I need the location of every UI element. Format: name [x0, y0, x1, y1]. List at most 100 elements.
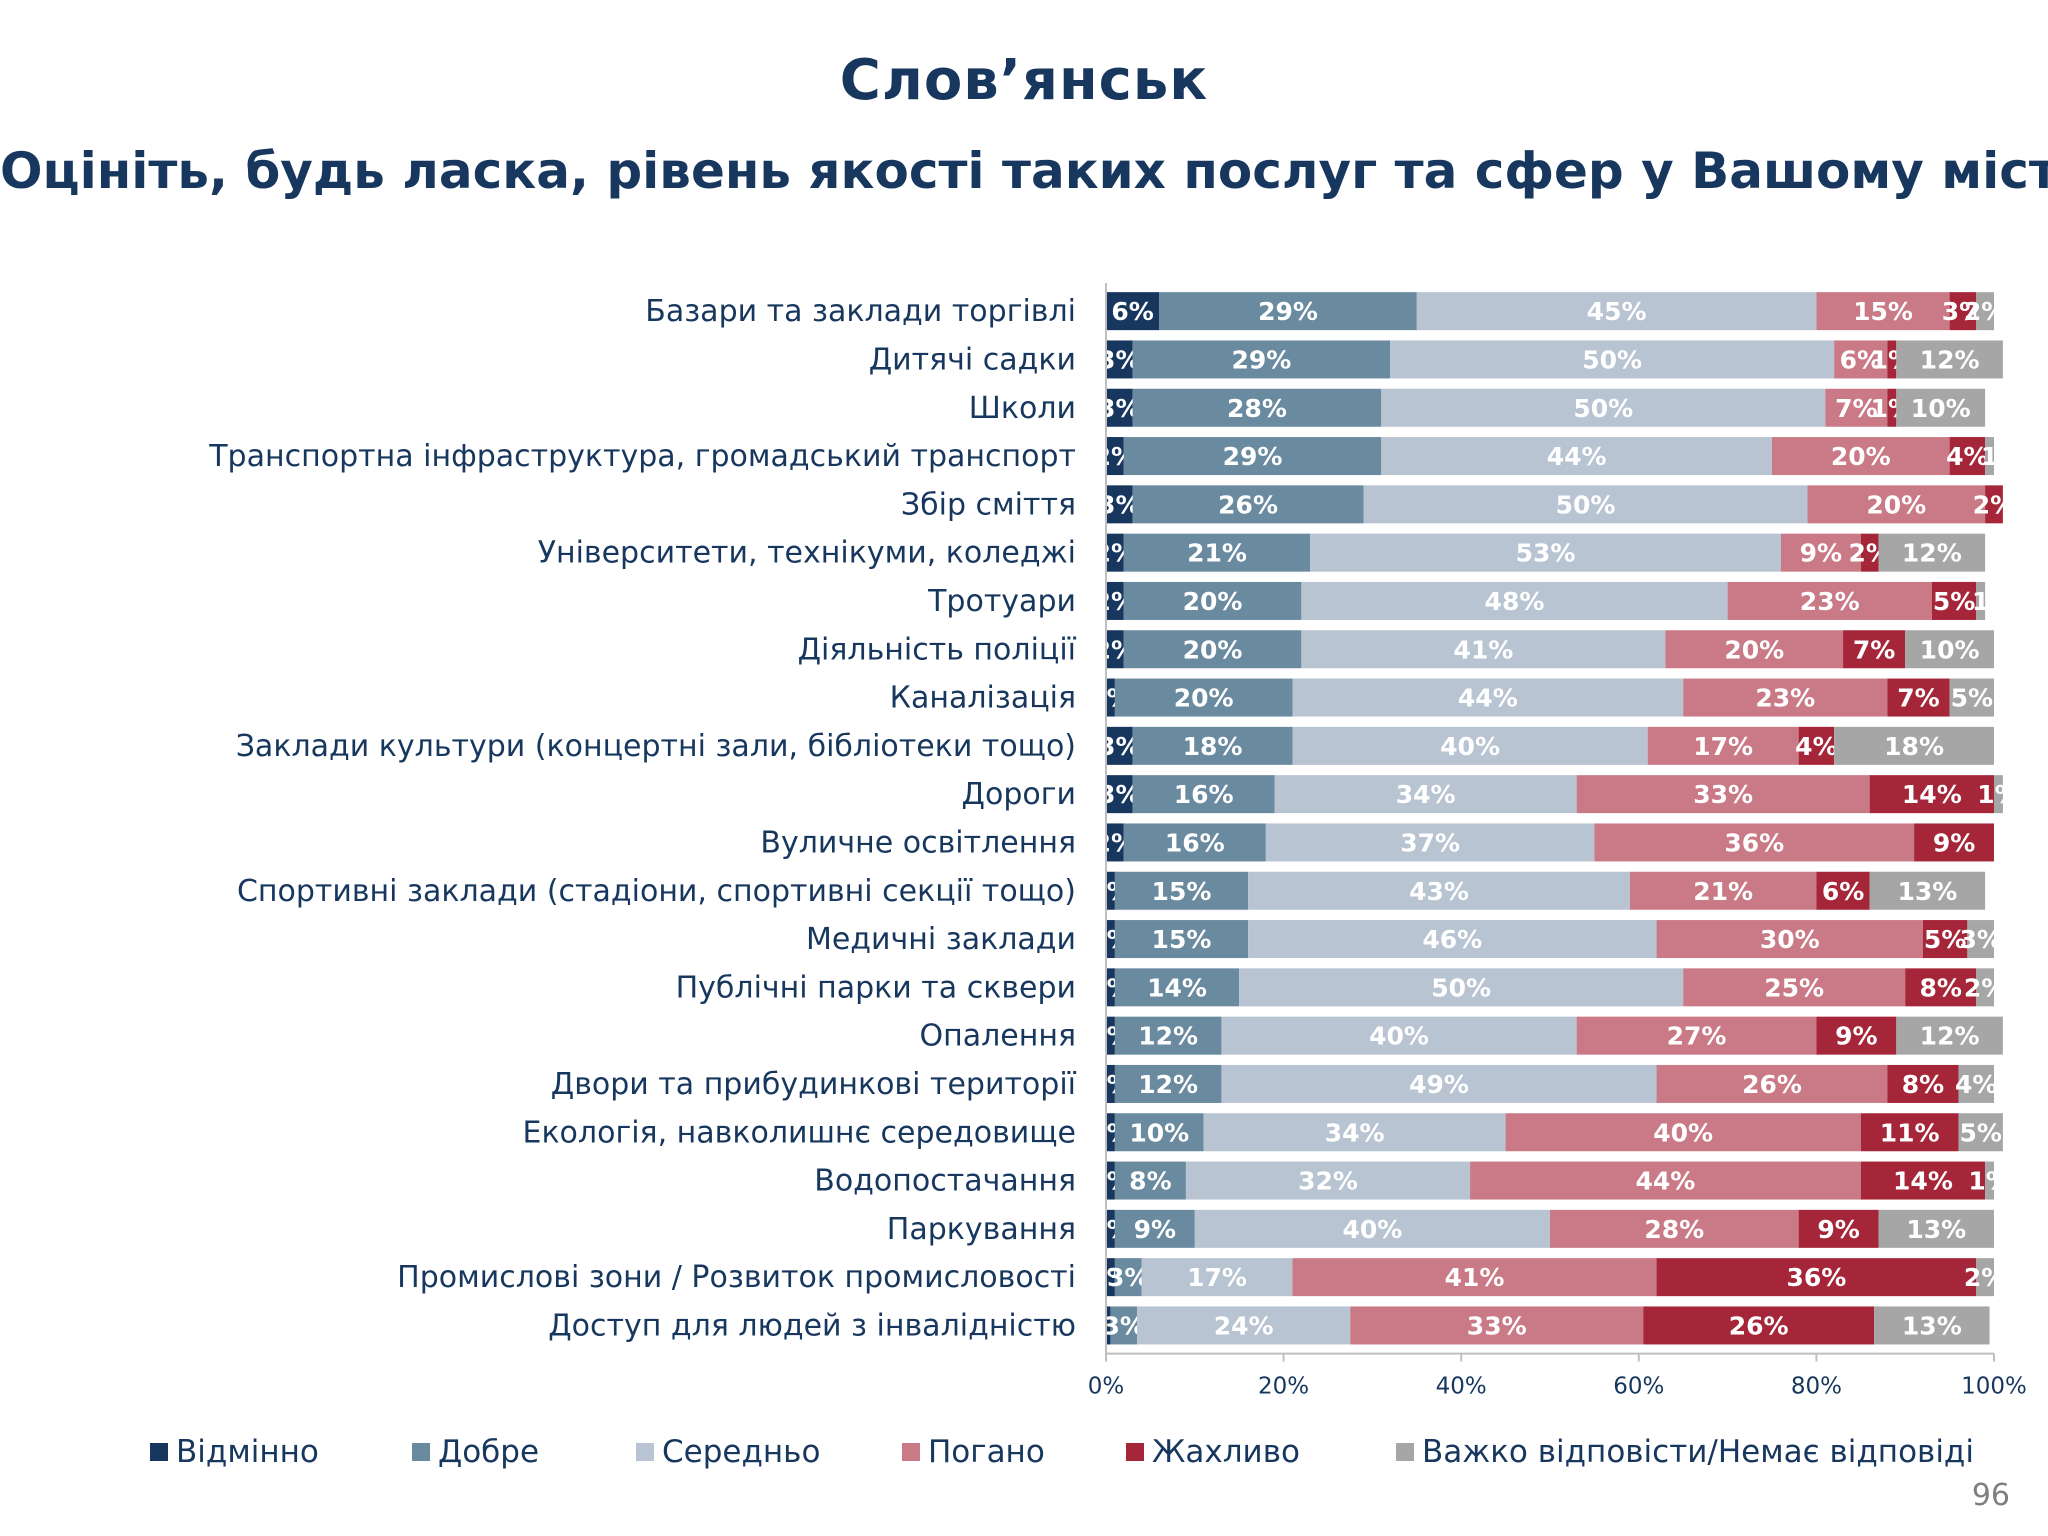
bar-segment — [1869, 871, 1986, 910]
category-label: Університети, технікуми, коледжі — [538, 536, 1076, 571]
data-label: 50% — [1556, 490, 1616, 519]
data-label: 7% — [1853, 635, 1895, 664]
bar-segment — [1106, 340, 1133, 379]
x-tick-label: 60% — [1613, 1374, 1664, 1400]
page-title: Слов’янськ — [839, 48, 1209, 113]
category-label: Опалення — [919, 1019, 1076, 1054]
bar-segment — [1869, 775, 1994, 814]
bar-segment — [1905, 630, 1994, 669]
data-label: 40% — [1440, 732, 1500, 761]
category-label: Збір сміття — [901, 487, 1076, 522]
data-label: 48% — [1485, 587, 1545, 616]
bar-segment — [1132, 775, 1275, 814]
data-label: 12% — [1920, 345, 1980, 374]
bar-segment — [1816, 871, 1870, 910]
bar-segment — [1798, 1209, 1879, 1248]
data-label: 4% — [1946, 442, 1988, 471]
data-label: 15% — [1152, 877, 1212, 906]
data-label: 32% — [1298, 1167, 1358, 1196]
bar-segment — [1550, 1209, 1799, 1248]
data-label: 3% — [1959, 925, 2001, 954]
data-label: 17% — [1693, 732, 1753, 761]
data-label: 44% — [1636, 1167, 1696, 1196]
data-label: 2% — [1964, 1263, 2006, 1292]
data-label: 53% — [1516, 539, 1576, 568]
data-label: 44% — [1547, 442, 1607, 471]
data-label: 50% — [1573, 394, 1633, 423]
bar-segment — [1874, 1306, 1990, 1345]
data-label: 29% — [1223, 442, 1283, 471]
bar-segment — [1629, 871, 1817, 910]
bar-segment — [1931, 581, 1977, 620]
bar-segment — [1114, 920, 1249, 959]
data-label: 9% — [1817, 1215, 1859, 1244]
category-label: Промислові зони / Розвиток промисловості — [397, 1260, 1076, 1295]
legend-label: Добре — [438, 1434, 540, 1470]
data-label: 8% — [1902, 1070, 1944, 1099]
bar-segment — [1114, 678, 1293, 717]
bar-segment — [1239, 968, 1684, 1007]
legend-item: Добре — [412, 1434, 539, 1470]
bar-segment — [1194, 1209, 1550, 1248]
legend-item: Погано — [902, 1434, 1045, 1470]
data-label: 26% — [1218, 490, 1278, 519]
category-label: Заклади культури (концертні зали, бібліо… — [236, 729, 1076, 764]
data-label: 23% — [1755, 684, 1815, 713]
bar-segment — [1643, 1306, 1875, 1345]
bar-segment — [1798, 726, 1835, 765]
data-label: 29% — [1231, 345, 1291, 374]
legend-swatch — [1396, 1443, 1414, 1461]
bar-segment — [1683, 678, 1888, 717]
data-label: 14% — [1147, 973, 1207, 1002]
bar-segment — [1137, 1306, 1351, 1345]
data-label: 26% — [1742, 1070, 1802, 1099]
data-label: 9% — [1933, 828, 1975, 857]
category-label: Тротуари — [927, 584, 1076, 619]
bar-segment — [1576, 1016, 1817, 1055]
bar-segment — [1887, 340, 1897, 379]
bar-segment — [1949, 678, 1994, 717]
bar-segment — [1656, 1064, 1888, 1103]
bar-segment — [1292, 726, 1648, 765]
category-label: Школи — [969, 391, 1076, 426]
data-label: 46% — [1422, 925, 1482, 954]
data-label: 15% — [1152, 925, 1212, 954]
data-label: 33% — [1467, 1311, 1527, 1340]
bar-segment — [1123, 823, 1266, 862]
data-label: 34% — [1396, 780, 1456, 809]
bar-segment — [1967, 920, 1994, 959]
data-label: 16% — [1174, 780, 1234, 809]
bar-segment — [1301, 581, 1728, 620]
data-label: 37% — [1400, 828, 1460, 857]
data-label: 28% — [1227, 394, 1287, 423]
bar-segment — [1807, 485, 1986, 524]
bar-segment — [1878, 533, 1986, 572]
bar-segment — [1985, 437, 1994, 476]
bar-segment — [1221, 1064, 1657, 1103]
data-label: 27% — [1667, 1022, 1727, 1051]
category-label: Паркування — [887, 1212, 1076, 1247]
bar-segment — [1914, 823, 1994, 862]
data-label: 12% — [1920, 1022, 1980, 1051]
legend-item: Середньо — [636, 1434, 820, 1470]
bar-segment — [1114, 871, 1249, 910]
bar-segment — [1106, 533, 1124, 572]
data-label: 21% — [1693, 877, 1753, 906]
data-label: 18% — [1884, 732, 1944, 761]
bar-segment — [1772, 437, 1950, 476]
data-label: 36% — [1786, 1263, 1846, 1292]
data-label: 7% — [1835, 394, 1877, 423]
bar-segment — [1274, 775, 1577, 814]
bar-segment — [1123, 581, 1302, 620]
data-label: 28% — [1644, 1215, 1704, 1244]
bar-segment — [1576, 775, 1870, 814]
data-label: 43% — [1409, 877, 1469, 906]
bar-segment — [1114, 1113, 1204, 1152]
bar-segment — [1106, 437, 1124, 476]
bar-segment — [1114, 1161, 1186, 1200]
data-label: 5% — [1951, 684, 1993, 713]
bar-segment — [1683, 968, 1906, 1007]
bar-segment — [1860, 533, 1879, 572]
bar-segment — [1310, 533, 1781, 572]
